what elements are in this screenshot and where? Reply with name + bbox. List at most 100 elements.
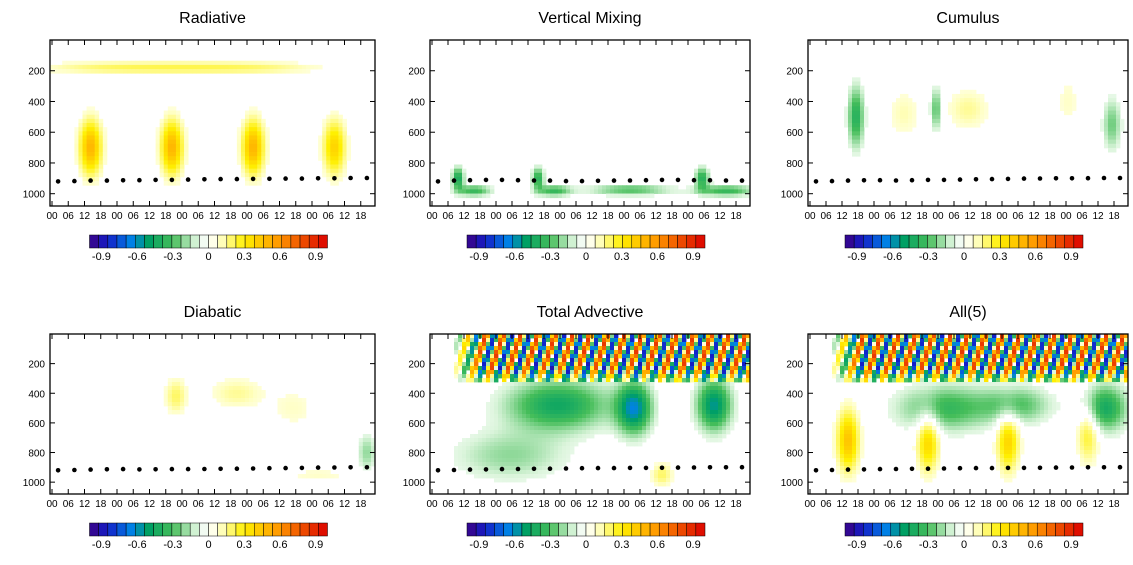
heatmap-cell bbox=[550, 426, 555, 431]
heatmap-cell bbox=[848, 370, 853, 375]
heatmap-cell bbox=[86, 118, 92, 124]
heatmap-cell bbox=[960, 430, 965, 435]
heatmap-cell bbox=[220, 394, 226, 399]
heatmap-cell bbox=[502, 394, 507, 399]
heatmap-cell bbox=[626, 394, 631, 399]
heatmap-cell bbox=[127, 64, 132, 70]
heatmap-cell bbox=[542, 414, 547, 419]
heatmap-cell bbox=[992, 450, 997, 455]
heatmap-cell bbox=[530, 418, 535, 423]
heatmap-cell bbox=[139, 60, 144, 66]
heatmap-cell bbox=[318, 139, 323, 145]
heatmap-cell bbox=[860, 118, 865, 124]
heatmap-cell bbox=[654, 478, 659, 483]
heatmap-cell bbox=[236, 127, 242, 132]
boundary-layer-dot bbox=[579, 178, 585, 184]
heatmap-cell bbox=[502, 362, 507, 367]
heatmap-cell bbox=[265, 64, 270, 70]
heatmap-cell bbox=[840, 446, 845, 451]
heatmap-cell bbox=[498, 426, 503, 431]
panel-title: Total Advective bbox=[537, 304, 644, 321]
heatmap-cell bbox=[908, 110, 913, 116]
heatmap-cell bbox=[606, 374, 611, 379]
heatmap-cell bbox=[502, 446, 507, 451]
heatmap-cell bbox=[522, 402, 527, 407]
heatmap-cell bbox=[936, 442, 941, 447]
heatmap-cell bbox=[502, 378, 507, 383]
heatmap-cell bbox=[928, 450, 933, 455]
heatmap-cell bbox=[920, 438, 925, 443]
heatmap-cell bbox=[694, 334, 699, 339]
heatmap-cell bbox=[318, 156, 323, 161]
heatmap-cell bbox=[518, 426, 523, 431]
heatmap-cell bbox=[562, 414, 567, 419]
heatmap-cell bbox=[538, 334, 543, 339]
x-tick-label: 06 bbox=[634, 499, 646, 510]
heatmap-cell bbox=[566, 406, 571, 411]
heatmap-cell bbox=[852, 147, 857, 153]
y-tick-label: 400 bbox=[786, 97, 803, 108]
heatmap-cell bbox=[546, 446, 551, 451]
heatmap-cell bbox=[155, 143, 161, 149]
heatmap-cell bbox=[630, 338, 635, 343]
heatmap-cell bbox=[506, 430, 511, 435]
x-tick-label: 06 bbox=[634, 211, 646, 222]
heatmap-cell bbox=[265, 69, 270, 74]
heatmap-cell bbox=[924, 422, 929, 427]
colorbar-label: 0 bbox=[205, 251, 211, 263]
heatmap-cell bbox=[852, 98, 857, 103]
heatmap-cell bbox=[167, 382, 173, 387]
heatmap-cell bbox=[968, 430, 973, 435]
heatmap-cell bbox=[968, 338, 973, 343]
heatmap-cell bbox=[968, 426, 973, 431]
heatmap-cell bbox=[916, 446, 921, 451]
heatmap-cell bbox=[530, 410, 535, 415]
heatmap-cell bbox=[840, 434, 845, 439]
heatmap-cell bbox=[916, 438, 921, 443]
heatmap-cell bbox=[710, 374, 715, 379]
heatmap-cell bbox=[860, 370, 865, 375]
heatmap-cell bbox=[558, 466, 563, 471]
heatmap-cell bbox=[618, 382, 623, 387]
heatmap-cell bbox=[618, 418, 623, 423]
heatmap-cell bbox=[634, 358, 639, 363]
heatmap-cell bbox=[566, 418, 571, 423]
heatmap-cell bbox=[606, 354, 611, 359]
x-tick-label: 00 bbox=[682, 499, 694, 510]
heatmap-cell bbox=[494, 418, 499, 423]
heatmap-cell bbox=[722, 406, 727, 411]
heatmap-cell bbox=[928, 402, 933, 407]
heatmap-cell bbox=[992, 422, 997, 427]
heatmap-cell bbox=[582, 386, 587, 391]
heatmap-cell bbox=[498, 398, 503, 403]
heatmap-cell bbox=[868, 342, 873, 347]
heatmap-cell bbox=[912, 398, 917, 403]
heatmap-cell bbox=[864, 114, 869, 120]
heatmap-cell bbox=[486, 422, 491, 427]
heatmap-cell bbox=[840, 418, 845, 423]
heatmap-cell bbox=[90, 69, 96, 74]
heatmap-cell bbox=[470, 350, 475, 355]
heatmap-cell bbox=[514, 402, 519, 407]
heatmap-cell bbox=[860, 378, 865, 383]
heatmap-cell bbox=[498, 446, 503, 451]
heatmap-cell bbox=[956, 354, 961, 359]
heatmap-cell bbox=[836, 442, 841, 447]
heatmap-cell bbox=[538, 378, 543, 383]
heatmap-cell bbox=[920, 470, 925, 475]
heatmap-cell bbox=[542, 462, 547, 467]
heatmap-cell bbox=[972, 426, 977, 431]
heatmap-cell bbox=[502, 426, 507, 431]
heatmap-cell bbox=[960, 382, 965, 387]
heatmap-cell bbox=[956, 350, 961, 355]
heatmap-cell bbox=[832, 346, 837, 351]
heatmap-cell bbox=[534, 334, 539, 339]
y-tick-label: 200 bbox=[408, 67, 425, 78]
heatmap-cell bbox=[928, 386, 933, 391]
heatmap-cell bbox=[261, 131, 266, 136]
heatmap-cell bbox=[490, 342, 495, 347]
heatmap-cell bbox=[912, 123, 917, 128]
heatmap-cell bbox=[175, 398, 181, 403]
heatmap-cell bbox=[856, 410, 861, 415]
heatmap-cell bbox=[249, 394, 254, 399]
